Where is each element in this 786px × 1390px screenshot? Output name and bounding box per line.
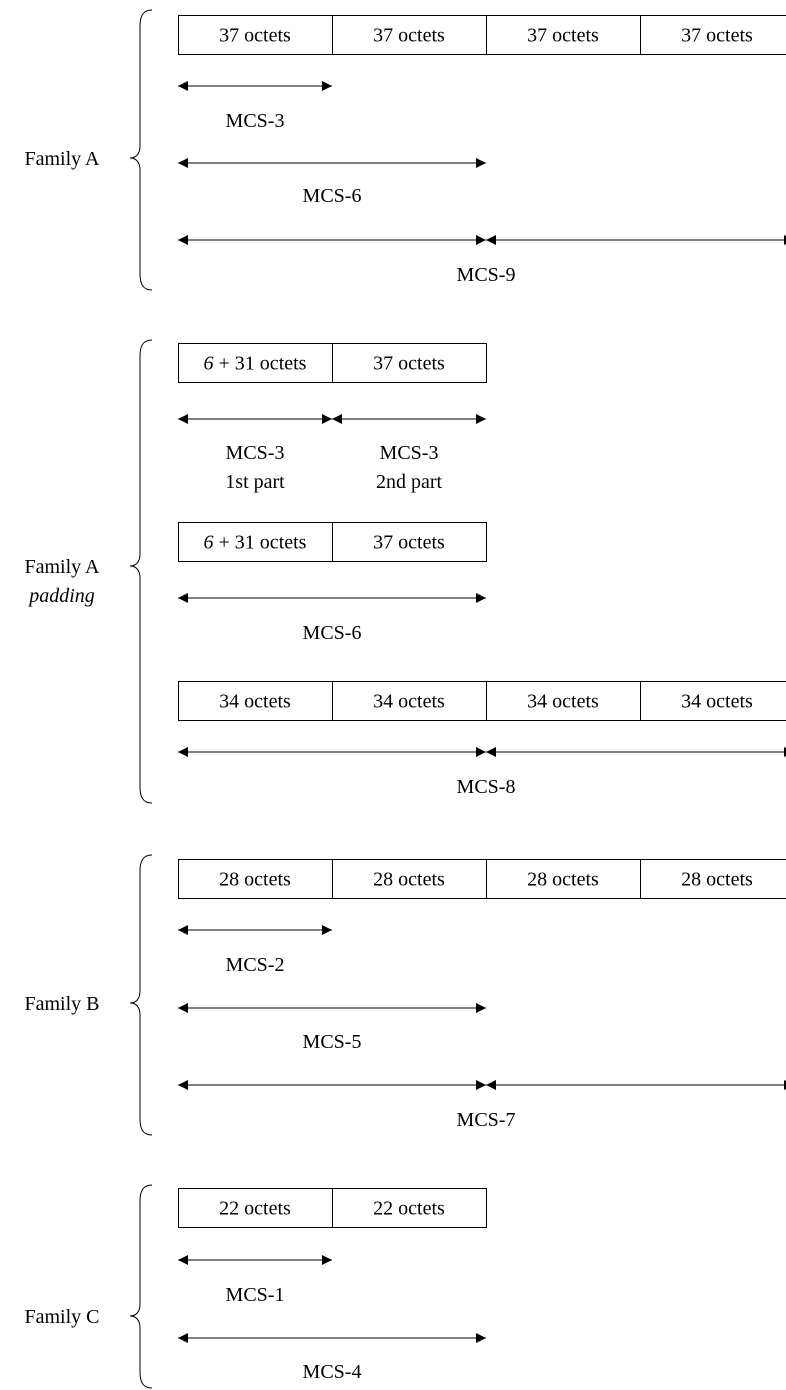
octet-block xyxy=(178,522,333,562)
mcs-label: MCS-6 xyxy=(303,622,362,644)
mcs-arrow: MCS-4 xyxy=(178,1333,486,1383)
octet-block xyxy=(640,681,786,721)
block-group: 6 + 31 octets 37 octets MCS-6 xyxy=(178,522,487,644)
family-brace xyxy=(129,1184,153,1389)
mcs-arrow: MCS-6 xyxy=(178,158,486,207)
mcs-arrow: MCS-2 xyxy=(178,925,332,976)
octet-block xyxy=(178,859,333,899)
mcs-arrow: MCS-1 xyxy=(178,1255,332,1306)
mcs-arrow: MCS-5 xyxy=(178,1003,486,1053)
octet-block-label: 37 octets xyxy=(373,532,445,554)
block-group: 22 octets 22 octets MCS-1 MCS-4 xyxy=(178,1188,487,1383)
octet-block xyxy=(332,522,487,562)
mcs-arrow: MCS-9 xyxy=(178,235,786,286)
mcs-label: MCS-6 xyxy=(303,185,362,207)
octet-block xyxy=(640,859,786,899)
octet-block xyxy=(486,681,641,721)
family-sublabel: padding xyxy=(27,585,95,607)
family-1: Family A37 octets 37 octets 37 octets 37 oc… xyxy=(24,9,786,291)
block-group: 37 octets 37 octets 37 octets 37 octets MCS-… xyxy=(178,15,786,286)
mcs-label: MCS-8 xyxy=(457,776,516,798)
octet-block xyxy=(486,15,641,55)
octet-block xyxy=(332,681,487,721)
octet-block-label: 22 octets xyxy=(373,1198,445,1220)
block-group: 28 octets 28 octets 28 octets 28 octets MCS-… xyxy=(178,859,786,1131)
family-2: Family A padding 6 + 31 octets 37 octets MCS… xyxy=(24,339,786,804)
family-3: Family B28 octets 28 octets 28 octets 28 oc… xyxy=(24,854,786,1136)
family-label: Family A xyxy=(24,148,100,170)
octet-block-label: 28 octets xyxy=(219,869,291,891)
octet-block-label: 34 octets xyxy=(373,691,445,713)
octet-block-label: 22 octets xyxy=(219,1198,291,1220)
octet-block-label: 6 + 31 octets xyxy=(204,532,307,554)
mcs-arrow: MCS-6 xyxy=(178,593,486,644)
mcs-label: MCS-3 xyxy=(226,110,285,132)
mcs-arrow: MCS-3 xyxy=(178,81,332,132)
mcs-label: MCS-1 xyxy=(226,1284,285,1306)
octet-block-label: 28 octets xyxy=(527,869,599,891)
mcs-label: MCS-3 xyxy=(380,442,439,464)
mcs-part-label: 2nd part xyxy=(376,471,443,493)
octet-block xyxy=(332,1188,487,1228)
mcs-label: MCS-3 xyxy=(226,442,285,464)
block-group: 34 octets 34 octets 34 octets 34 octets MCS-… xyxy=(178,681,786,798)
octet-block-label: 37 octets xyxy=(373,353,445,375)
octet-block-label: 28 octets xyxy=(373,869,445,891)
family-4: Family C 22 octets 22 octets MCS-1 MCS-4 xyxy=(24,1184,487,1389)
octet-block-label: 34 octets xyxy=(527,691,599,713)
family-label: Family A xyxy=(24,556,100,578)
octet-block-label: 37 octets xyxy=(681,25,753,47)
octet-block-label: 34 octets xyxy=(681,691,753,713)
octet-block xyxy=(178,15,333,55)
family-brace xyxy=(129,9,153,291)
octet-block-label: 37 octets xyxy=(219,25,291,47)
mcs-label: MCS-2 xyxy=(226,954,285,976)
family-label: Family C xyxy=(24,1306,99,1328)
mcs-label: MCS-7 xyxy=(457,1109,516,1131)
mcs-arrow: MCS-3 1st part MCS-3 2nd part xyxy=(178,414,486,493)
octet-block xyxy=(332,15,487,55)
mcs-arrow: MCS-7 xyxy=(178,1080,786,1131)
octet-block xyxy=(332,343,487,383)
octet-block xyxy=(640,15,786,55)
octet-block-label: 34 octets xyxy=(219,691,291,713)
octet-block-label: 6 + 31 octets xyxy=(204,353,307,375)
octet-block-label: 37 octets xyxy=(527,25,599,47)
mcs-part-label: 1st part xyxy=(225,471,285,493)
mcs-arrow: MCS-8 xyxy=(178,747,786,798)
mcs-label: MCS-4 xyxy=(303,1361,362,1383)
family-label: Family B xyxy=(24,993,99,1015)
family-brace xyxy=(129,339,153,804)
mcs-label: MCS-9 xyxy=(457,264,516,286)
octet-block xyxy=(178,1188,333,1228)
mcs-label: MCS-5 xyxy=(303,1031,362,1053)
octet-block-label: 37 octets xyxy=(373,25,445,47)
family-brace xyxy=(129,854,153,1136)
octet-block-label: 28 octets xyxy=(681,869,753,891)
